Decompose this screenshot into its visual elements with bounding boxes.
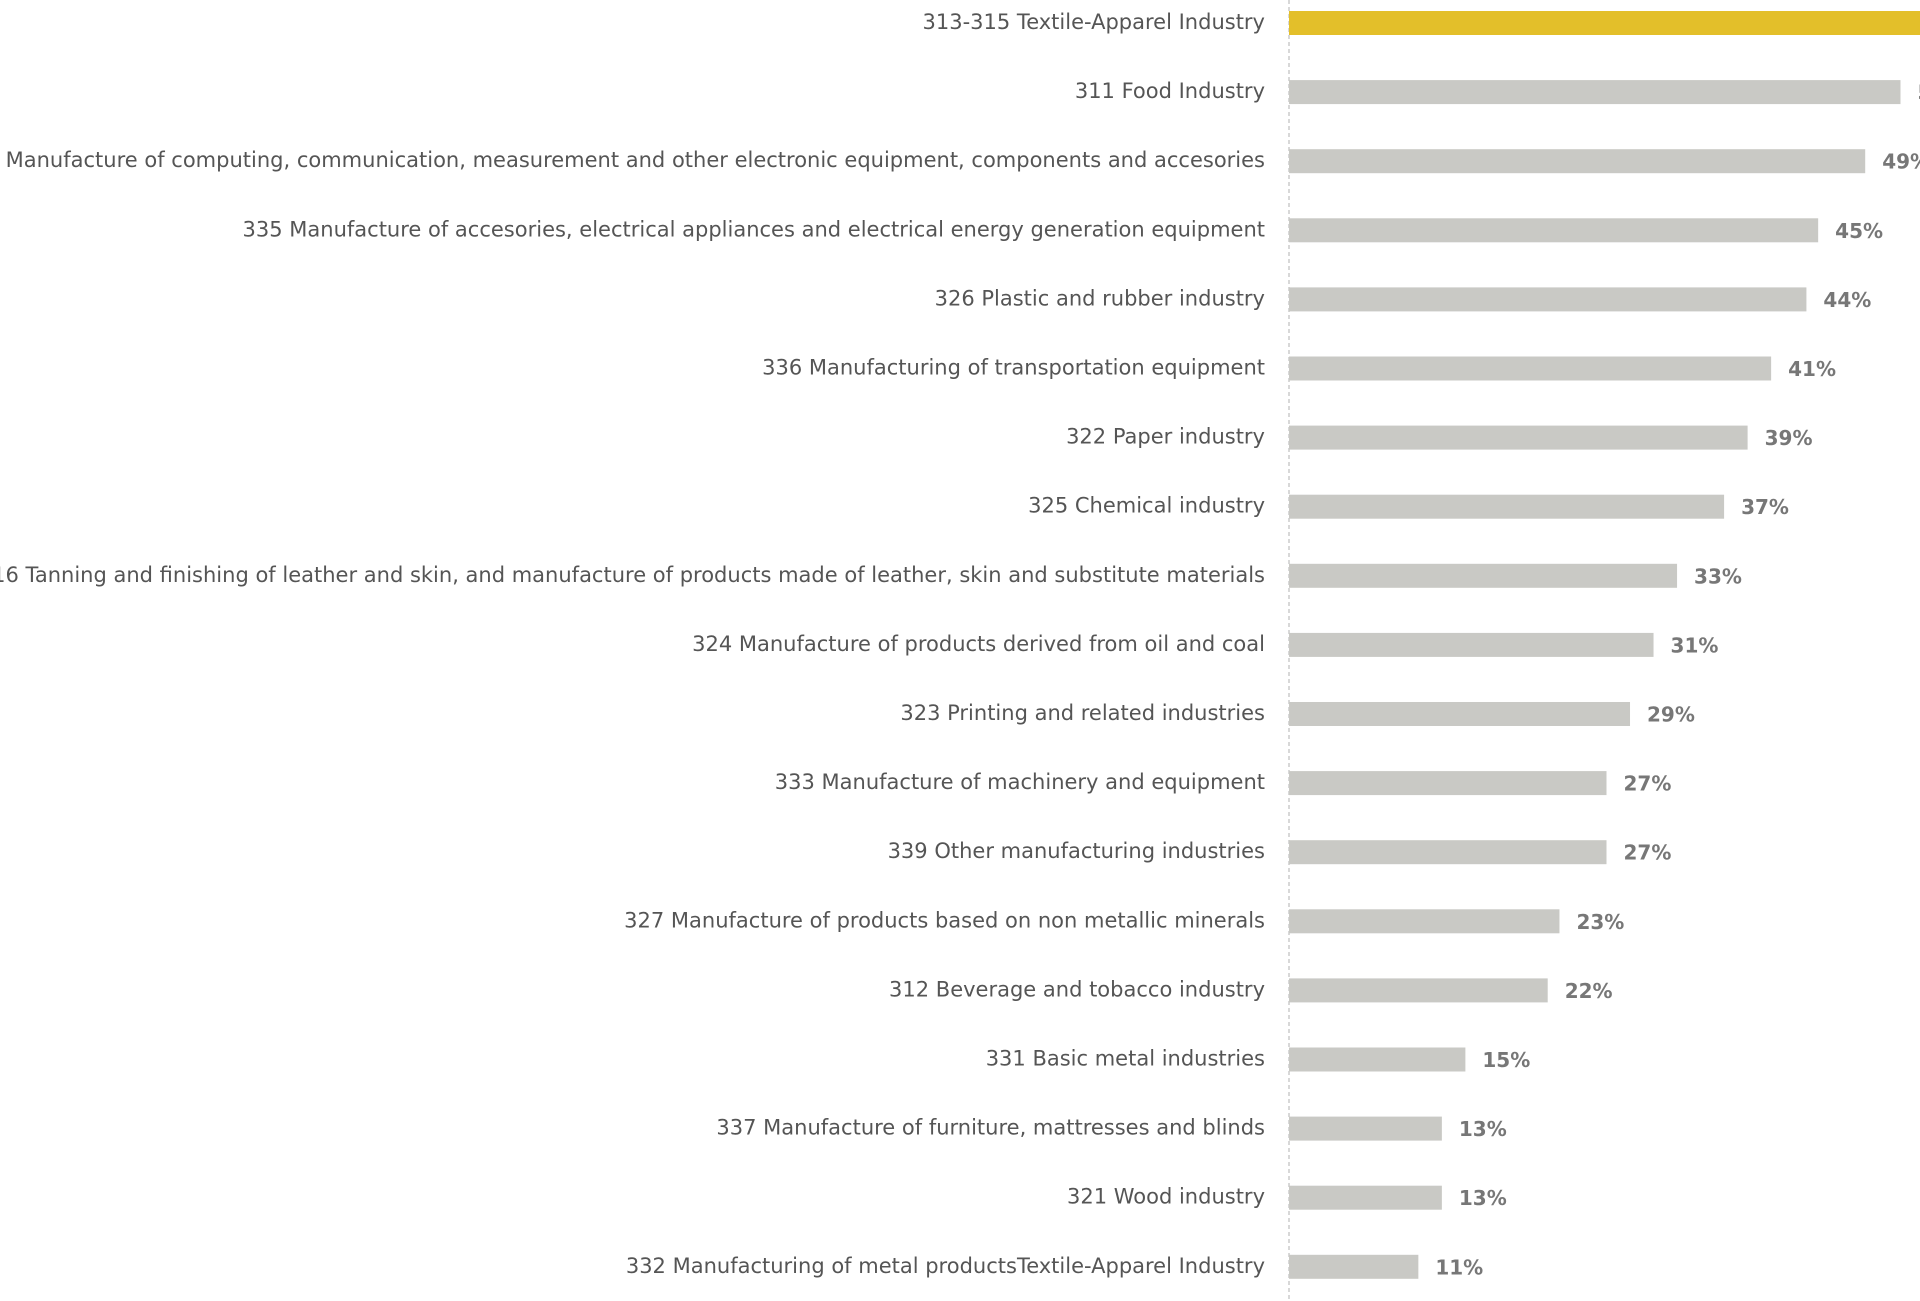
value-label: 44% xyxy=(1823,288,1871,312)
value-label: 41% xyxy=(1788,357,1836,381)
value-label: 13% xyxy=(1459,1117,1507,1141)
value-label: 33% xyxy=(1694,564,1742,588)
value-label: 29% xyxy=(1647,703,1695,727)
bar xyxy=(1289,149,1866,174)
value-label: 13% xyxy=(1459,1186,1507,1210)
value-label: 37% xyxy=(1741,495,1789,519)
bar xyxy=(1289,356,1772,381)
value-label: 45% xyxy=(1835,219,1883,243)
value-label: 22% xyxy=(1565,979,1613,1003)
category-label: 327 Manufacture of products based on non… xyxy=(624,908,1265,932)
category-label: 313-315 Textile-Apparel Industry xyxy=(923,10,1265,34)
category-label: 335 Manufacture of accesories, electrica… xyxy=(243,217,1265,241)
category-label: 331 Basic metal industries xyxy=(986,1047,1265,1071)
value-label: 52% xyxy=(1917,81,1920,105)
bar xyxy=(1289,1116,1442,1141)
category-label: 339 Other manufacturing industries xyxy=(888,839,1265,863)
bar xyxy=(1289,909,1560,934)
category-label: 312 Beverage and tobacco industry xyxy=(889,977,1265,1001)
bar xyxy=(1289,218,1819,243)
bar xyxy=(1289,425,1748,450)
value-label: 23% xyxy=(1576,910,1624,934)
category-label: 316 Tanning and finishing of leather and… xyxy=(0,563,1265,587)
bar xyxy=(1289,1047,1466,1072)
category-label: 321 Wood industry xyxy=(1067,1185,1265,1209)
category-label: 324 Manufacture of products derived from… xyxy=(692,632,1265,656)
bar xyxy=(1289,494,1725,519)
value-label: 31% xyxy=(1671,633,1719,657)
value-label: 27% xyxy=(1624,772,1672,796)
bar xyxy=(1289,11,1920,35)
bar xyxy=(1289,978,1548,1003)
bar xyxy=(1289,287,1807,312)
category-label: 333 Manufacture of machinery and equipme… xyxy=(775,770,1265,794)
value-label: 15% xyxy=(1482,1048,1530,1072)
value-label: 39% xyxy=(1765,426,1813,450)
category-label: 325 Chemical industry xyxy=(1028,494,1265,518)
bar xyxy=(1289,771,1607,796)
category-label: 332 Manufacturing of metal productsTexti… xyxy=(626,1254,1265,1278)
category-label: 334 Manufacture of computing, communicat… xyxy=(0,148,1265,172)
category-label: 326 Plastic and rubber industry xyxy=(935,286,1265,310)
category-label: 322 Paper industry xyxy=(1066,425,1265,449)
category-label: 311 Food Industry xyxy=(1075,79,1265,103)
bar xyxy=(1289,80,1901,105)
value-label: 11% xyxy=(1435,1255,1483,1279)
value-label: 49% xyxy=(1882,150,1920,174)
bar xyxy=(1289,1185,1442,1210)
bar xyxy=(1289,563,1678,588)
category-label: 336 Manufacturing of transportation equi… xyxy=(762,356,1265,380)
category-label: 337 Manufacture of furniture, mattresses… xyxy=(716,1116,1265,1140)
bar xyxy=(1289,702,1631,726)
bar xyxy=(1289,632,1654,657)
bar xyxy=(1289,840,1607,865)
bar xyxy=(1289,1254,1419,1279)
value-label: 27% xyxy=(1624,841,1672,865)
category-label: 323 Printing and related industries xyxy=(900,701,1265,725)
